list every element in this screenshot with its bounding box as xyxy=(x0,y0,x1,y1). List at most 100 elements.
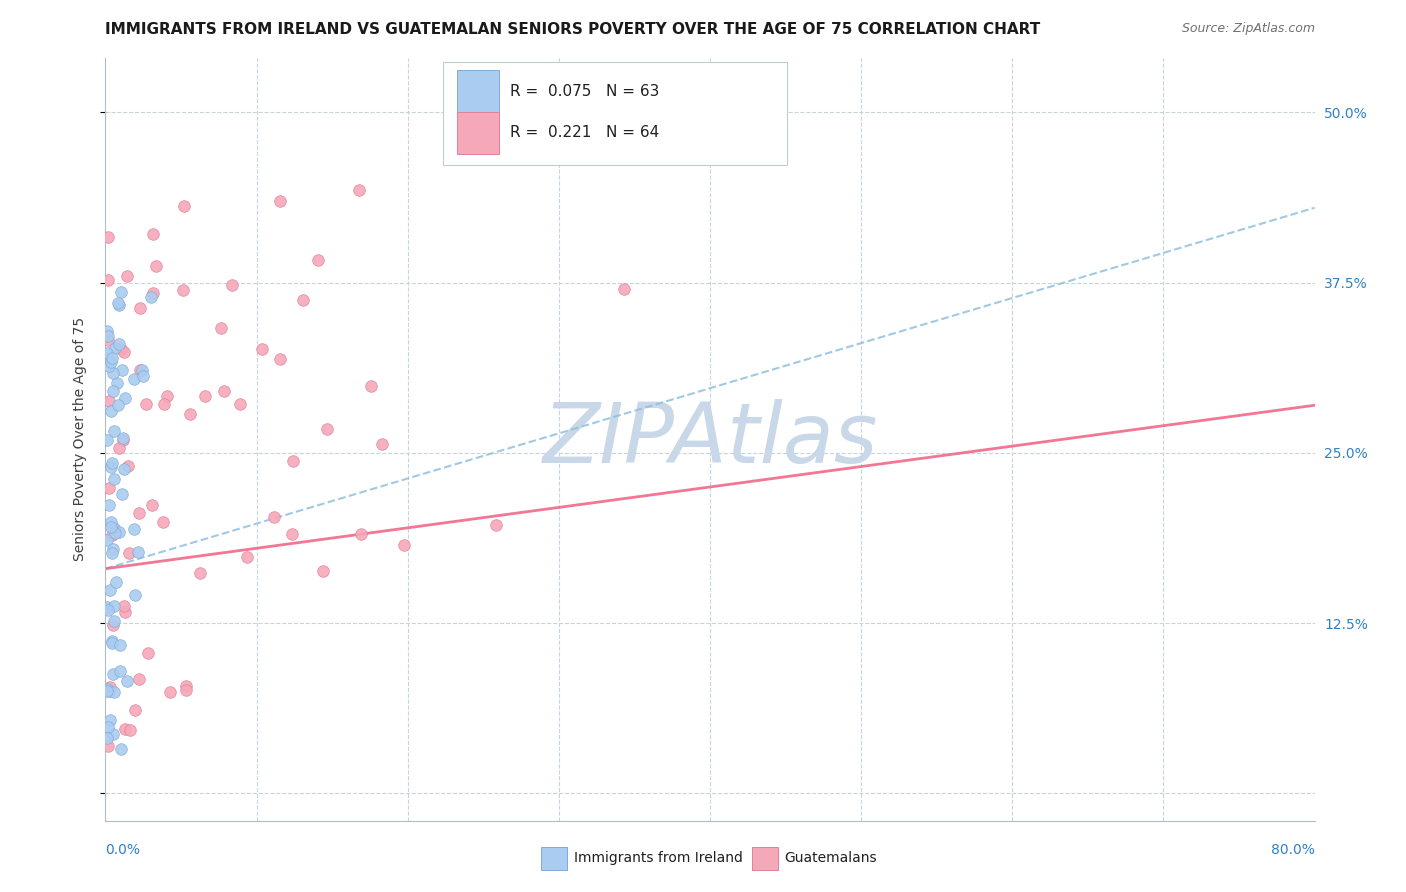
Point xyxy=(98,714,121,728)
Point xyxy=(97,333,120,347)
Point xyxy=(613,282,636,296)
Point xyxy=(96,533,118,548)
Point xyxy=(98,394,121,409)
Point xyxy=(360,378,382,392)
Point xyxy=(349,183,371,197)
Point xyxy=(103,599,125,613)
Point xyxy=(114,391,136,405)
Point xyxy=(179,408,201,422)
Point xyxy=(188,566,211,580)
Point xyxy=(96,731,118,745)
Point xyxy=(209,321,232,335)
Point xyxy=(101,384,124,398)
Point xyxy=(98,359,121,373)
Point xyxy=(100,460,122,475)
Point xyxy=(110,741,132,756)
Point xyxy=(101,351,124,366)
Point xyxy=(394,538,416,552)
Point xyxy=(112,462,135,476)
Point xyxy=(103,366,125,380)
Text: Immigrants from Ireland: Immigrants from Ireland xyxy=(574,851,742,865)
Point xyxy=(112,431,135,445)
Point xyxy=(107,398,129,412)
Point xyxy=(111,487,134,501)
Point xyxy=(114,722,136,736)
Point xyxy=(135,397,157,411)
Point xyxy=(103,614,125,628)
Point xyxy=(176,683,198,698)
Point xyxy=(131,362,153,376)
Point xyxy=(312,565,335,579)
Point xyxy=(104,526,127,541)
Point xyxy=(98,582,121,597)
Point xyxy=(281,527,304,541)
Point xyxy=(307,252,329,267)
Point xyxy=(114,599,136,613)
Point xyxy=(152,515,174,529)
Point xyxy=(117,673,139,688)
Point xyxy=(350,527,373,541)
Point xyxy=(194,389,217,403)
Point xyxy=(104,575,127,590)
Point xyxy=(114,605,136,619)
Point xyxy=(128,672,150,686)
Point xyxy=(117,459,139,474)
Point xyxy=(316,422,339,436)
Point xyxy=(101,667,124,681)
Text: IMMIGRANTS FROM IRELAND VS GUATEMALAN SENIORS POVERTY OVER THE AGE OF 75 CORRELA: IMMIGRANTS FROM IRELAND VS GUATEMALAN SE… xyxy=(105,22,1040,37)
Point xyxy=(108,441,131,455)
Point xyxy=(108,336,131,351)
Point xyxy=(108,297,131,311)
Point xyxy=(269,194,291,208)
Point xyxy=(212,384,235,398)
Point xyxy=(141,499,163,513)
Point xyxy=(128,506,150,520)
Point xyxy=(250,342,273,356)
Point xyxy=(100,519,122,533)
Point xyxy=(221,277,243,292)
Point xyxy=(101,726,124,740)
Point xyxy=(142,227,165,241)
Point xyxy=(101,634,124,648)
Point xyxy=(97,498,120,512)
Point xyxy=(122,523,145,537)
Point xyxy=(174,679,197,693)
Point xyxy=(96,683,118,698)
Point xyxy=(124,589,146,603)
Point xyxy=(100,515,122,529)
Point xyxy=(97,329,120,343)
Y-axis label: Seniors Poverty Over the Age of 75: Seniors Poverty Over the Age of 75 xyxy=(73,318,87,561)
Point xyxy=(110,343,132,357)
Text: R =  0.075   N = 63: R = 0.075 N = 63 xyxy=(510,85,659,99)
Point xyxy=(101,528,124,542)
Point xyxy=(129,363,152,377)
Point xyxy=(97,603,120,617)
Point xyxy=(101,542,124,557)
Point xyxy=(111,433,134,447)
Point xyxy=(100,355,122,369)
Point xyxy=(263,509,285,524)
Point xyxy=(96,599,118,614)
Point xyxy=(112,345,135,359)
Point xyxy=(110,638,132,652)
Point xyxy=(173,199,195,213)
Point xyxy=(115,268,138,283)
Point xyxy=(97,481,120,495)
Point xyxy=(96,681,118,696)
Point xyxy=(97,739,120,753)
Point xyxy=(98,684,121,698)
Point xyxy=(100,404,122,418)
Point xyxy=(103,472,125,486)
Text: Source: ZipAtlas.com: Source: ZipAtlas.com xyxy=(1181,22,1315,36)
Point xyxy=(107,296,129,310)
Point xyxy=(103,424,125,438)
Point xyxy=(103,618,125,632)
Point xyxy=(124,703,146,717)
Point xyxy=(97,720,120,734)
Point xyxy=(97,230,120,244)
Point xyxy=(159,685,181,699)
Point xyxy=(136,646,159,660)
Point xyxy=(118,546,141,560)
Point xyxy=(283,453,305,467)
Point xyxy=(103,521,125,535)
